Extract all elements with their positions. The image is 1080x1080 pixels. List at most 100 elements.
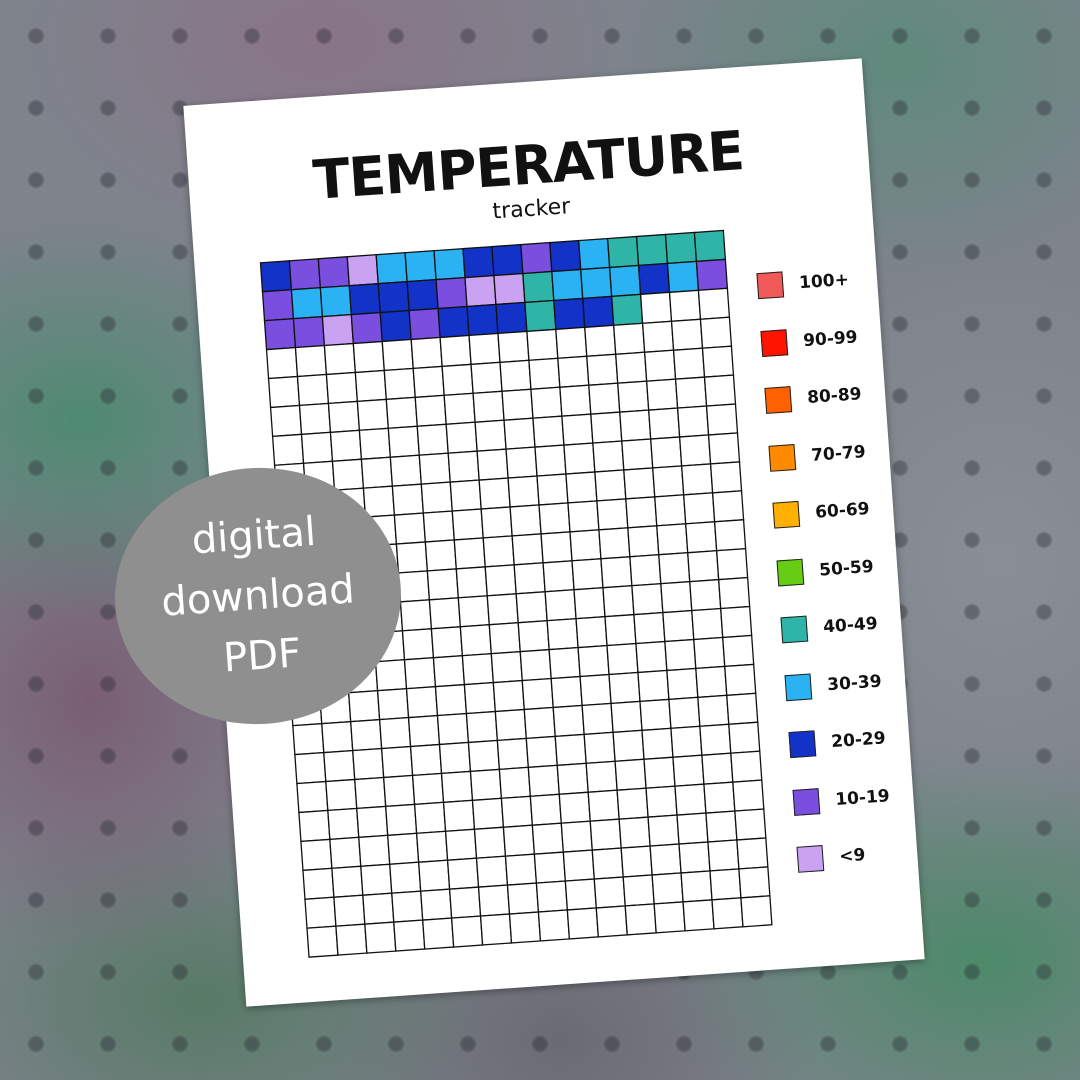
legend-row: 20-29 xyxy=(788,723,886,760)
legend-row: 10-19 xyxy=(792,781,890,818)
grid-cell xyxy=(413,801,447,835)
grid-cell xyxy=(726,692,759,725)
grid-cell xyxy=(459,624,492,657)
filled-cell xyxy=(608,264,642,298)
legend-label: <9 xyxy=(838,845,867,867)
filled-cell xyxy=(520,241,553,275)
filled-cell xyxy=(350,311,383,345)
legend-label: 80-89 xyxy=(806,384,863,408)
grid-cell xyxy=(672,754,705,787)
grid-cell xyxy=(660,580,693,614)
grid-cell xyxy=(298,809,331,843)
grid-cell xyxy=(668,289,702,322)
grid-cell xyxy=(571,558,604,591)
filled-cell xyxy=(408,307,441,341)
grid-cell xyxy=(374,659,408,692)
grid-cell xyxy=(323,749,356,783)
grid-cell xyxy=(619,409,652,442)
grid-cell xyxy=(622,874,655,907)
grid-cell xyxy=(471,797,505,830)
legend-label: 100+ xyxy=(798,269,850,294)
grid-cell xyxy=(468,332,501,366)
grid-cell xyxy=(449,479,482,512)
filled-cell xyxy=(375,252,408,285)
grid-cell xyxy=(562,849,595,882)
grid-cell xyxy=(526,328,559,362)
grid-cell xyxy=(586,353,619,386)
grid-cell xyxy=(477,884,511,917)
grid-cell xyxy=(499,359,532,392)
grid-cell xyxy=(691,607,724,641)
grid-cell xyxy=(591,847,624,880)
grid-cell xyxy=(613,322,646,355)
grid-cell xyxy=(321,720,354,754)
grid-cell xyxy=(420,888,453,921)
filled-cell xyxy=(379,309,412,343)
grid-cell xyxy=(643,349,677,382)
grid-cell xyxy=(666,667,699,701)
grid-cell xyxy=(329,429,363,462)
legend-row: 50-59 xyxy=(776,551,874,588)
grid-cell xyxy=(711,490,745,523)
grid-cell xyxy=(639,698,672,732)
grid-cell xyxy=(647,814,680,847)
filled-cell xyxy=(551,268,584,302)
grid-cell xyxy=(625,496,658,529)
grid-cell xyxy=(620,845,653,878)
grid-cell xyxy=(682,492,716,525)
filled-cell xyxy=(433,247,466,281)
grid-cell xyxy=(410,336,443,370)
grid-cell xyxy=(415,830,449,863)
grid-cell xyxy=(656,523,689,556)
grid-cell xyxy=(637,669,670,703)
grid-cell xyxy=(658,552,691,585)
grid-cell xyxy=(577,644,610,678)
legend-row: <9 xyxy=(796,840,866,875)
grid-cell xyxy=(676,405,710,438)
filled-cell xyxy=(406,278,439,312)
grid-cell xyxy=(523,706,556,740)
grid-cell xyxy=(358,834,391,867)
filled-cell xyxy=(549,239,582,273)
legend-swatch xyxy=(776,558,805,586)
grid-cell xyxy=(271,433,305,467)
grid-cell xyxy=(292,722,325,756)
grid-cell xyxy=(627,525,660,558)
grid-cell xyxy=(707,432,741,465)
grid-cell xyxy=(535,880,569,913)
grid-cell xyxy=(440,770,474,804)
grid-cell xyxy=(476,448,509,481)
grid-cell xyxy=(534,444,567,477)
grid-cell xyxy=(566,907,600,940)
filled-cell xyxy=(664,231,698,265)
legend-label: 30-39 xyxy=(826,671,883,695)
filled-cell xyxy=(288,258,322,291)
legend-label: 40-49 xyxy=(822,613,879,638)
grid-cell xyxy=(701,752,734,785)
grid-cell xyxy=(664,638,697,672)
grid-cell xyxy=(645,785,678,818)
grid-cell xyxy=(699,723,732,756)
filled-cell xyxy=(292,315,326,349)
grid-cell xyxy=(486,593,519,626)
grid-cell xyxy=(635,640,668,674)
grid-cell xyxy=(352,747,385,781)
grid-cell xyxy=(616,787,649,820)
grid-cell xyxy=(492,679,525,713)
grid-cell xyxy=(732,779,765,812)
grid-cell xyxy=(703,781,736,814)
grid-cell xyxy=(589,818,622,851)
filled-cell xyxy=(261,289,295,322)
legend-row: 60-69 xyxy=(772,494,870,531)
grid-cell xyxy=(467,739,501,773)
grid-cell xyxy=(444,828,478,861)
grid-cell xyxy=(391,890,424,923)
grid-cell xyxy=(705,403,739,436)
grid-cell xyxy=(581,702,614,736)
grid-cell xyxy=(593,876,626,909)
grid-cell xyxy=(606,642,639,676)
grid-cell xyxy=(674,376,708,409)
grid-cell xyxy=(594,469,627,502)
grid-cell xyxy=(508,911,542,944)
filled-cell xyxy=(522,270,555,304)
